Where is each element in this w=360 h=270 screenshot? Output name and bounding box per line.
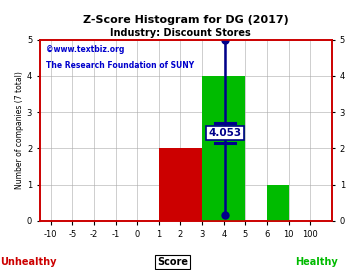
Text: Unhealthy: Unhealthy (1, 257, 57, 267)
Text: Industry: Discount Stores: Industry: Discount Stores (110, 28, 250, 38)
Text: Score: Score (157, 257, 188, 267)
Title: Z-Score Histogram for DG (2017): Z-Score Histogram for DG (2017) (83, 15, 289, 25)
Bar (267, 185, 289, 221)
Text: The Research Foundation of SUNY: The Research Foundation of SUNY (46, 61, 194, 70)
Bar (202, 76, 246, 221)
Text: ©www.textbiz.org: ©www.textbiz.org (46, 45, 124, 54)
Bar (159, 148, 202, 221)
Text: Healthy: Healthy (296, 257, 338, 267)
Y-axis label: Number of companies (7 total): Number of companies (7 total) (15, 71, 24, 189)
Text: 4.053: 4.053 (208, 128, 242, 138)
